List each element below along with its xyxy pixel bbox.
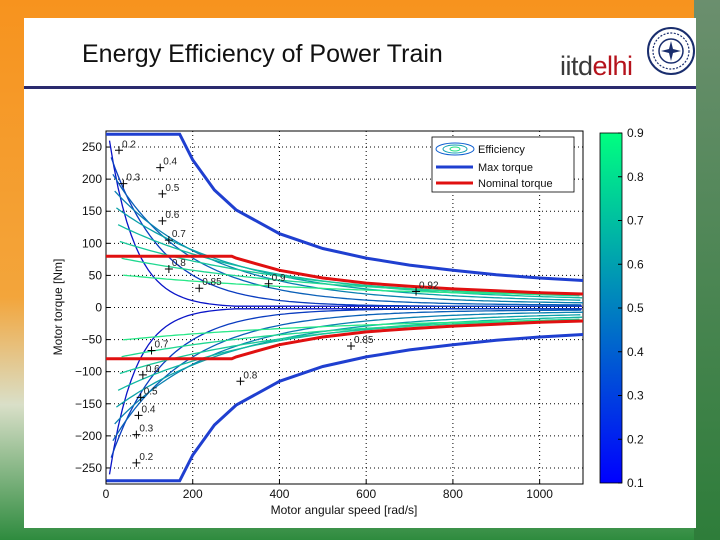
y-tick-label: 100 [82, 236, 102, 250]
efficiency-contour-line [123, 319, 583, 341]
contour-label-marker [264, 279, 273, 288]
contour-label-marker [134, 411, 143, 420]
contour-label-marker [132, 430, 141, 439]
efficiency-contour-line [116, 207, 581, 301]
contour-label: 0.3 [126, 173, 140, 184]
colorbar-tick-label: 0.8 [627, 170, 644, 184]
slide-right-band [694, 0, 720, 540]
y-axis-label: Motor torque [Nm] [51, 259, 65, 356]
torque-curves [106, 132, 584, 483]
colorbar-tick-label: 0.9 [627, 126, 644, 140]
contour-label: 0.3 [139, 424, 153, 435]
contour-label-marker [236, 377, 245, 386]
contour-label-marker [119, 179, 128, 188]
efficiency-contour-line [123, 274, 583, 296]
legend-efficiency-icon [435, 142, 475, 156]
contour-label-marker [347, 342, 356, 351]
contour-label-marker [164, 236, 173, 245]
efficiency-contour-line [110, 308, 580, 458]
contour-label-marker [115, 146, 124, 155]
efficiency-contours [108, 140, 584, 475]
contour-label-marker [132, 458, 141, 467]
y-tick-label: 0 [95, 301, 102, 315]
x-axis-label: Motor angular speed [rad/s] [271, 503, 418, 517]
y-tick-label: 50 [89, 268, 103, 282]
colorbar-tick-label: 0.7 [627, 214, 644, 228]
logo-accent: elhi [592, 51, 634, 81]
legend: Efficiency Max torque Nominal torque [431, 136, 575, 193]
legend-nominal-torque-label: Nominal torque [478, 178, 553, 190]
logo-prefix: iitd [560, 51, 593, 81]
contour-label: 0.2 [139, 452, 153, 463]
efficiency-contour-line [121, 257, 582, 296]
contour-label-marker [138, 370, 147, 379]
efficiency-contour-line [116, 314, 581, 408]
x-tick-label: 600 [356, 487, 376, 501]
legend-efficiency-label: Efficiency [478, 144, 525, 156]
contour-label-marker [164, 264, 173, 273]
efficiency-contour-line [121, 319, 582, 358]
contour-label: 0.85 [354, 335, 374, 346]
header-rule [24, 86, 696, 89]
max-torque-curve [106, 333, 584, 483]
contour-label: 0.6 [146, 364, 160, 375]
x-tick-label: 0 [103, 487, 110, 501]
contour-labels: 0.2 0.4 0.3 0.5 0.6 0.7 0.8 0.85 0.9 0.92 0.7 0.85 0… [115, 139, 439, 467]
contour-label-marker [412, 287, 421, 296]
nominal-torque-curve [106, 319, 584, 361]
x-tick-label: 200 [183, 487, 203, 501]
contour-label: 0.5 [165, 183, 179, 194]
contour-label: 0.7 [155, 340, 169, 351]
legend-max-torque-label: Max torque [478, 162, 533, 174]
contour-label: 0.8 [172, 258, 186, 269]
contour-label: 0.9 [272, 273, 286, 284]
contour-label: 0.92 [419, 280, 439, 291]
y-tick-label: −200 [75, 429, 102, 443]
contour-label: 0.6 [165, 210, 179, 221]
nominal-torque-curve [106, 254, 584, 296]
institute-seal-icon [647, 27, 695, 75]
contour-label-marker [156, 163, 165, 172]
colorbar-tick-label: 0.5 [627, 301, 644, 315]
contour-label: 0.7 [172, 229, 186, 240]
contour-label-marker [158, 216, 167, 225]
y-tick-label: −100 [75, 365, 102, 379]
contour-label-marker [147, 346, 156, 355]
y-tick-label: 250 [82, 140, 102, 154]
axis-ticks: 0 200 400 600 800 1000 250 200 150 100 50 0 −50 −100 −… [75, 140, 553, 501]
contour-label: 0.4 [163, 157, 177, 168]
contour-label: 0.4 [142, 404, 156, 415]
y-tick-label: 200 [82, 172, 102, 186]
y-tick-label: 150 [82, 204, 102, 218]
x-tick-label: 1000 [526, 487, 553, 501]
max-torque-curve [106, 132, 584, 282]
contour-label-marker [158, 189, 167, 198]
x-tick-label: 800 [443, 487, 463, 501]
colorbar-tick-label: 0.6 [627, 257, 644, 271]
contour-label: 0.85 [202, 277, 222, 288]
contour-label-marker [195, 284, 204, 293]
grid [106, 131, 583, 484]
x-tick-label: 400 [269, 487, 289, 501]
contour-label: 0.2 [122, 139, 136, 150]
colorbar-tick-label: 0.1 [627, 476, 644, 490]
y-tick-label: −50 [82, 333, 103, 347]
colorbar-tick-label: 0.2 [627, 432, 644, 446]
colorbar-tick-label: 0.3 [627, 389, 644, 403]
iitd-logo: iitdelhi [560, 51, 633, 82]
colorbar-ticks: 0.9 0.8 0.7 0.6 0.5 0.4 0.3 0.2 0.1 [618, 126, 644, 490]
y-tick-label: −150 [75, 397, 102, 411]
y-tick-label: −250 [75, 461, 102, 475]
efficiency-contour-line [110, 157, 580, 307]
slide-title: Energy Efficiency of Power Train [82, 40, 443, 68]
contour-label: 0.8 [243, 370, 257, 381]
colorbar-tick-label: 0.4 [627, 345, 644, 359]
contour-label-marker [136, 393, 145, 402]
contour-label: 0.5 [144, 386, 158, 397]
